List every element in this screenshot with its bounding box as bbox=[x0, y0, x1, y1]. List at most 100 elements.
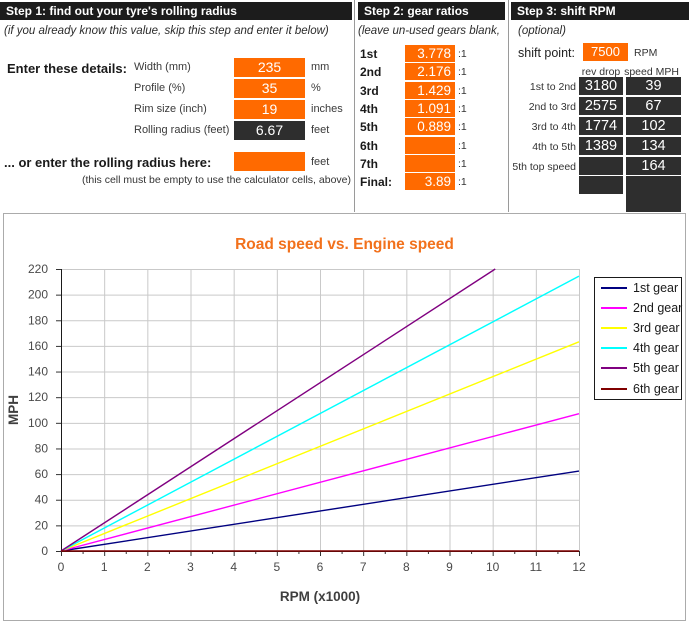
series-line-1st-gear bbox=[60, 470, 580, 552]
gear-label: 3rd bbox=[360, 84, 379, 98]
rev-drop-cell: 2575 bbox=[579, 97, 623, 115]
rev-drop-column-header: rev drop bbox=[581, 66, 621, 78]
shift-point-unit: RPM bbox=[634, 47, 658, 59]
shift-point-label: shift point: bbox=[518, 46, 575, 60]
legend-swatch-4th-gear bbox=[601, 347, 627, 350]
gear-row: 1st 3.778:1 bbox=[0, 45, 689, 65]
speed-mph-cell: 164 bbox=[626, 157, 681, 175]
ratio-suffix: :1 bbox=[458, 85, 467, 97]
chart-title: Road speed vs. Engine speed bbox=[235, 236, 454, 253]
ratio-suffix: :1 bbox=[458, 140, 467, 152]
step2-header: Step 2: gear ratios bbox=[358, 2, 505, 20]
legend-item: 2nd gear bbox=[595, 298, 682, 318]
gear-ratio-input-7th[interactable] bbox=[405, 155, 455, 172]
rolling-radius-direct-input[interactable] bbox=[234, 152, 305, 171]
gear-label: Final: bbox=[360, 175, 392, 189]
shift-point-input[interactable]: 7500 bbox=[583, 43, 628, 61]
step1-width-unit: mm bbox=[311, 61, 330, 73]
legend-label: 5th gear bbox=[633, 361, 679, 376]
svg-text:80: 80 bbox=[35, 441, 49, 455]
legend-item: 5th gear bbox=[595, 358, 681, 378]
gear-ratio-input-Final[interactable]: 3.89 bbox=[405, 173, 455, 190]
step1-field-row: Rolling radius (feet) 6.67 feet bbox=[0, 121, 689, 141]
step1-rolling-radius-unit: feet bbox=[311, 124, 330, 136]
svg-text:100: 100 bbox=[28, 416, 48, 430]
gear-row: 5th 0.889:1 bbox=[0, 118, 689, 138]
series-line-5th-gear bbox=[60, 268, 496, 552]
ratio-suffix: :1 bbox=[458, 176, 467, 188]
shift-table-row bbox=[0, 176, 689, 196]
step3-hint: (optional) bbox=[518, 25, 566, 37]
svg-text:4: 4 bbox=[230, 560, 237, 574]
step1-hint: (if you already know this value, skip th… bbox=[4, 25, 329, 37]
gear-ratio-input-5th[interactable]: 0.889 bbox=[405, 118, 455, 135]
svg-text:140: 140 bbox=[28, 365, 48, 379]
gear-ratio-input-1st[interactable]: 3.778 bbox=[405, 45, 455, 62]
shift-row-label: 5th top speed bbox=[512, 161, 576, 173]
shift-table-row bbox=[0, 194, 689, 214]
speed-mph-cell bbox=[626, 194, 681, 212]
legend-item: 3rd gear bbox=[595, 318, 681, 338]
gear-ratio-input-2nd[interactable]: 2.176 bbox=[405, 63, 455, 80]
gear-row: 2nd 2.176:1 bbox=[0, 63, 689, 83]
speed-mph-cell bbox=[626, 176, 681, 194]
shift-table-row: 1st to 2nd 3180 39 bbox=[0, 77, 689, 97]
svg-text:12: 12 bbox=[572, 560, 586, 574]
legend-label: 4th gear bbox=[633, 341, 679, 356]
legend-item: 6th gear bbox=[595, 378, 681, 398]
x-axis-label: RPM (x1000) bbox=[280, 589, 360, 604]
gear-ratio-input-3rd[interactable]: 1.429 bbox=[405, 82, 455, 99]
svg-text:200: 200 bbox=[28, 288, 48, 302]
svg-text:40: 40 bbox=[35, 493, 49, 507]
gear-row: 6th:1 bbox=[0, 137, 689, 157]
rev-drop-cell: 1389 bbox=[579, 137, 623, 155]
chart-panel: Road speed vs. Engine speed 0 20 40 60 80 100… bbox=[3, 213, 686, 621]
gear-label: 7th bbox=[360, 157, 378, 171]
svg-text:20: 20 bbox=[35, 518, 49, 532]
shift-row-label: 4th to 5th bbox=[532, 141, 576, 153]
step1-profile-input[interactable]: 35 bbox=[234, 79, 305, 98]
speed-mph-cell: 134 bbox=[626, 137, 681, 155]
rev-drop-cell: 1774 bbox=[579, 117, 623, 135]
gear-ratio-input-6th[interactable] bbox=[405, 137, 455, 154]
speed-mph-cell: 39 bbox=[626, 77, 681, 95]
step3-header: Step 3: shift RPM bbox=[511, 2, 689, 20]
series-lines bbox=[60, 268, 580, 552]
svg-text:7: 7 bbox=[360, 560, 367, 574]
shift-table-row: 5th top speed 164 bbox=[0, 157, 689, 177]
shift-table-row: 2nd to 3rd 2575 67 bbox=[0, 97, 689, 117]
column-divider-2 bbox=[508, 0, 509, 212]
svg-text:9: 9 bbox=[446, 560, 453, 574]
gear-label: 1st bbox=[360, 47, 378, 61]
series-line-4th-gear bbox=[60, 275, 580, 552]
legend-swatch-2nd-gear bbox=[601, 307, 627, 310]
ratio-suffix: :1 bbox=[458, 66, 467, 78]
series-line-2nd-gear bbox=[60, 412, 580, 552]
step1-field-row: Rim size (inch) 19 inches bbox=[0, 100, 689, 120]
legend-swatch-5th-gear bbox=[601, 367, 627, 370]
gear-row: Final: 3.89:1 bbox=[0, 173, 689, 193]
step1-width-input[interactable]: 235 bbox=[234, 58, 305, 77]
shift-table-row: 4th to 5th 1389 134 bbox=[0, 137, 689, 157]
gear-row: 3rd 1.429:1 bbox=[0, 82, 689, 102]
svg-text:5: 5 bbox=[273, 560, 280, 574]
rev-drop-cell bbox=[579, 157, 623, 175]
step1-field-row: Width (mm) 235 mm bbox=[0, 58, 689, 78]
step1-rim-size-unit: inches bbox=[311, 103, 343, 115]
rolling-radius-note: (this cell must be empty to use the calc… bbox=[81, 174, 351, 186]
step1-rim-size-label: Rim size (inch) bbox=[134, 103, 207, 115]
svg-text:3: 3 bbox=[187, 560, 194, 574]
series-line-3rd-gear bbox=[60, 341, 580, 552]
ratio-suffix: :1 bbox=[458, 121, 467, 133]
rolling-radius-unit: feet bbox=[311, 156, 330, 168]
ratio-suffix: :1 bbox=[458, 48, 467, 60]
svg-text:220: 220 bbox=[28, 262, 48, 276]
gear-ratio-input-4th[interactable]: 1.091 bbox=[405, 100, 455, 117]
step1-rim-size-input[interactable]: 19 bbox=[234, 100, 305, 119]
speed-mph-cell: 102 bbox=[626, 117, 681, 135]
rev-drop-cell: 3180 bbox=[579, 77, 623, 95]
legend-swatch-3rd-gear bbox=[601, 327, 627, 330]
